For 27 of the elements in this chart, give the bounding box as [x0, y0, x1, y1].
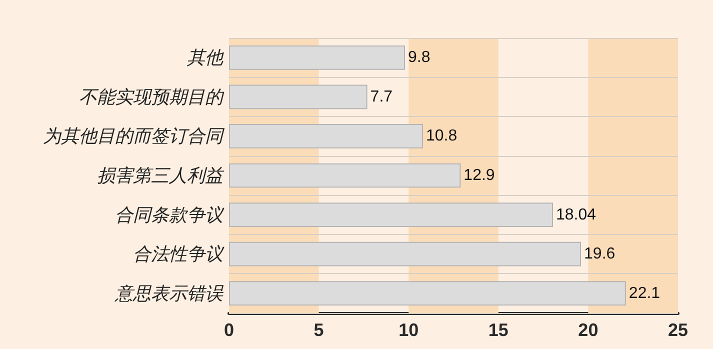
- x-tick-label: 20: [578, 320, 598, 340]
- data-label: 9.8: [408, 49, 430, 66]
- x-tick-label: 5: [314, 320, 324, 340]
- bar: [229, 202, 553, 227]
- y-tick-label: 不能实现预期目的: [79, 86, 225, 107]
- data-label: 12.9: [464, 167, 495, 184]
- bar: [229, 242, 582, 266]
- y-tick-label: 为其他目的而签订合同: [43, 126, 225, 146]
- data-label: 7.7: [370, 88, 393, 106]
- y-tick-label: 合法性争议: [133, 244, 225, 264]
- y-tick-label: 其他: [187, 48, 224, 68]
- bar: [229, 84, 368, 110]
- x-tick-label: 25: [668, 320, 688, 340]
- data-label: 19.6: [584, 246, 616, 263]
- data-label: 22.1: [628, 284, 660, 302]
- data-label: 18.04: [556, 206, 596, 224]
- bar: [229, 163, 461, 188]
- y-tick-label: 损害第三人利益: [97, 166, 225, 186]
- y-tick-label: 意思表示错误: [114, 283, 224, 304]
- bar: [229, 124, 423, 148]
- x-tick-label: 0: [224, 320, 234, 340]
- x-tick-label: 10: [398, 320, 419, 340]
- bar: [229, 45, 406, 70]
- y-tick-label: 合同条款争议: [115, 204, 225, 225]
- x-tick-label: 15: [488, 320, 508, 340]
- bar: [229, 281, 626, 306]
- data-label: 10.8: [426, 128, 458, 145]
